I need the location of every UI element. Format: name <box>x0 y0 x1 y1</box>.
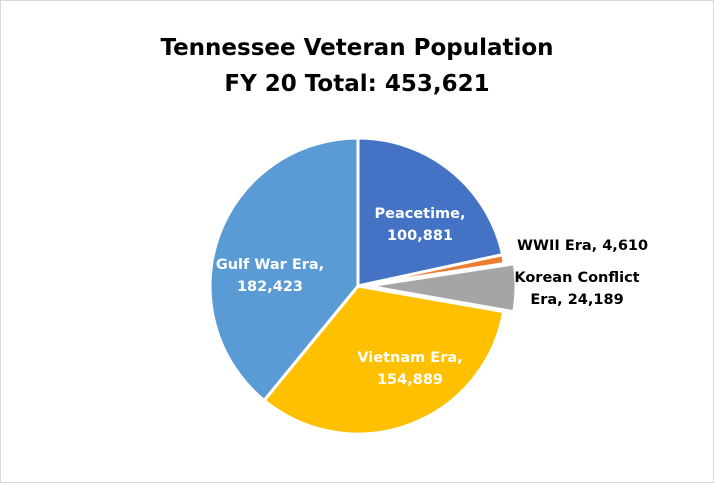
pie-slice-peacetime <box>356 136 505 288</box>
slice-label-vietnam: Vietnam Era, 154,889 <box>357 350 462 388</box>
chart-title: Tennessee Veteran Population <box>160 35 554 61</box>
pie-slice-vietnam <box>262 284 506 436</box>
chart-title-block: Tennessee Veteran Population FY 20 Total… <box>0 30 714 102</box>
pie-slice-gulf-war <box>208 136 360 403</box>
slice-label-gulf-war: Gulf War Era, 182,423 <box>216 257 324 295</box>
pie-slice-wwii <box>357 252 507 288</box>
slice-label-wwii: WWII Era, 4,610 <box>517 238 648 254</box>
chart-subtitle: FY 20 Total: 453,621 <box>224 71 490 97</box>
slice-label-peacetime: Peacetime, 100,881 <box>374 206 465 244</box>
slice-label-korean: Korean Conflict Era, 24,189 <box>514 270 639 308</box>
pie-slice-korean <box>367 262 518 314</box>
